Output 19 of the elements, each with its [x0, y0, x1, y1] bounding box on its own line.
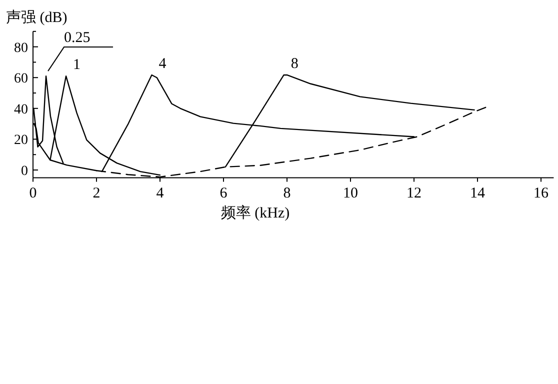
y-tick-label: 60 [14, 72, 28, 87]
annotation: 0.25 [64, 30, 90, 46]
x-tick-label: 14 [470, 186, 486, 202]
x-axis-title: 频率 (kHz) [220, 204, 290, 222]
y-tick-label: 20 [14, 133, 28, 148]
x-tick-label: 2 [92, 186, 100, 202]
y-axis-title: 声强 (dB) [6, 9, 68, 26]
x-tick-label: 6 [220, 186, 228, 202]
y-tick-label: 0 [21, 164, 28, 179]
x-tick-label: 10 [343, 186, 358, 202]
annotation: 8 [290, 56, 298, 72]
y-tick-label: 80 [14, 40, 28, 56]
annotation: 1 [73, 57, 81, 74]
y-tick-label: 40 [14, 102, 28, 118]
x-tick-label: 8 [283, 186, 291, 202]
x-tick-label: 16 [534, 186, 549, 202]
x-tick-label: 4 [156, 186, 164, 202]
annotation: 4 [158, 56, 167, 72]
x-tick-label: 12 [406, 186, 422, 202]
